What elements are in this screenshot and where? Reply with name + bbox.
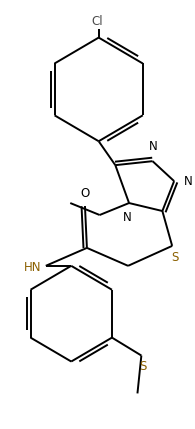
Text: S: S — [171, 251, 179, 264]
Text: Cl: Cl — [91, 15, 103, 27]
Text: HN: HN — [24, 261, 42, 274]
Text: O: O — [80, 187, 90, 200]
Text: N: N — [149, 140, 158, 153]
Text: S: S — [140, 360, 147, 372]
Text: N: N — [184, 175, 193, 187]
Text: N: N — [123, 211, 131, 224]
